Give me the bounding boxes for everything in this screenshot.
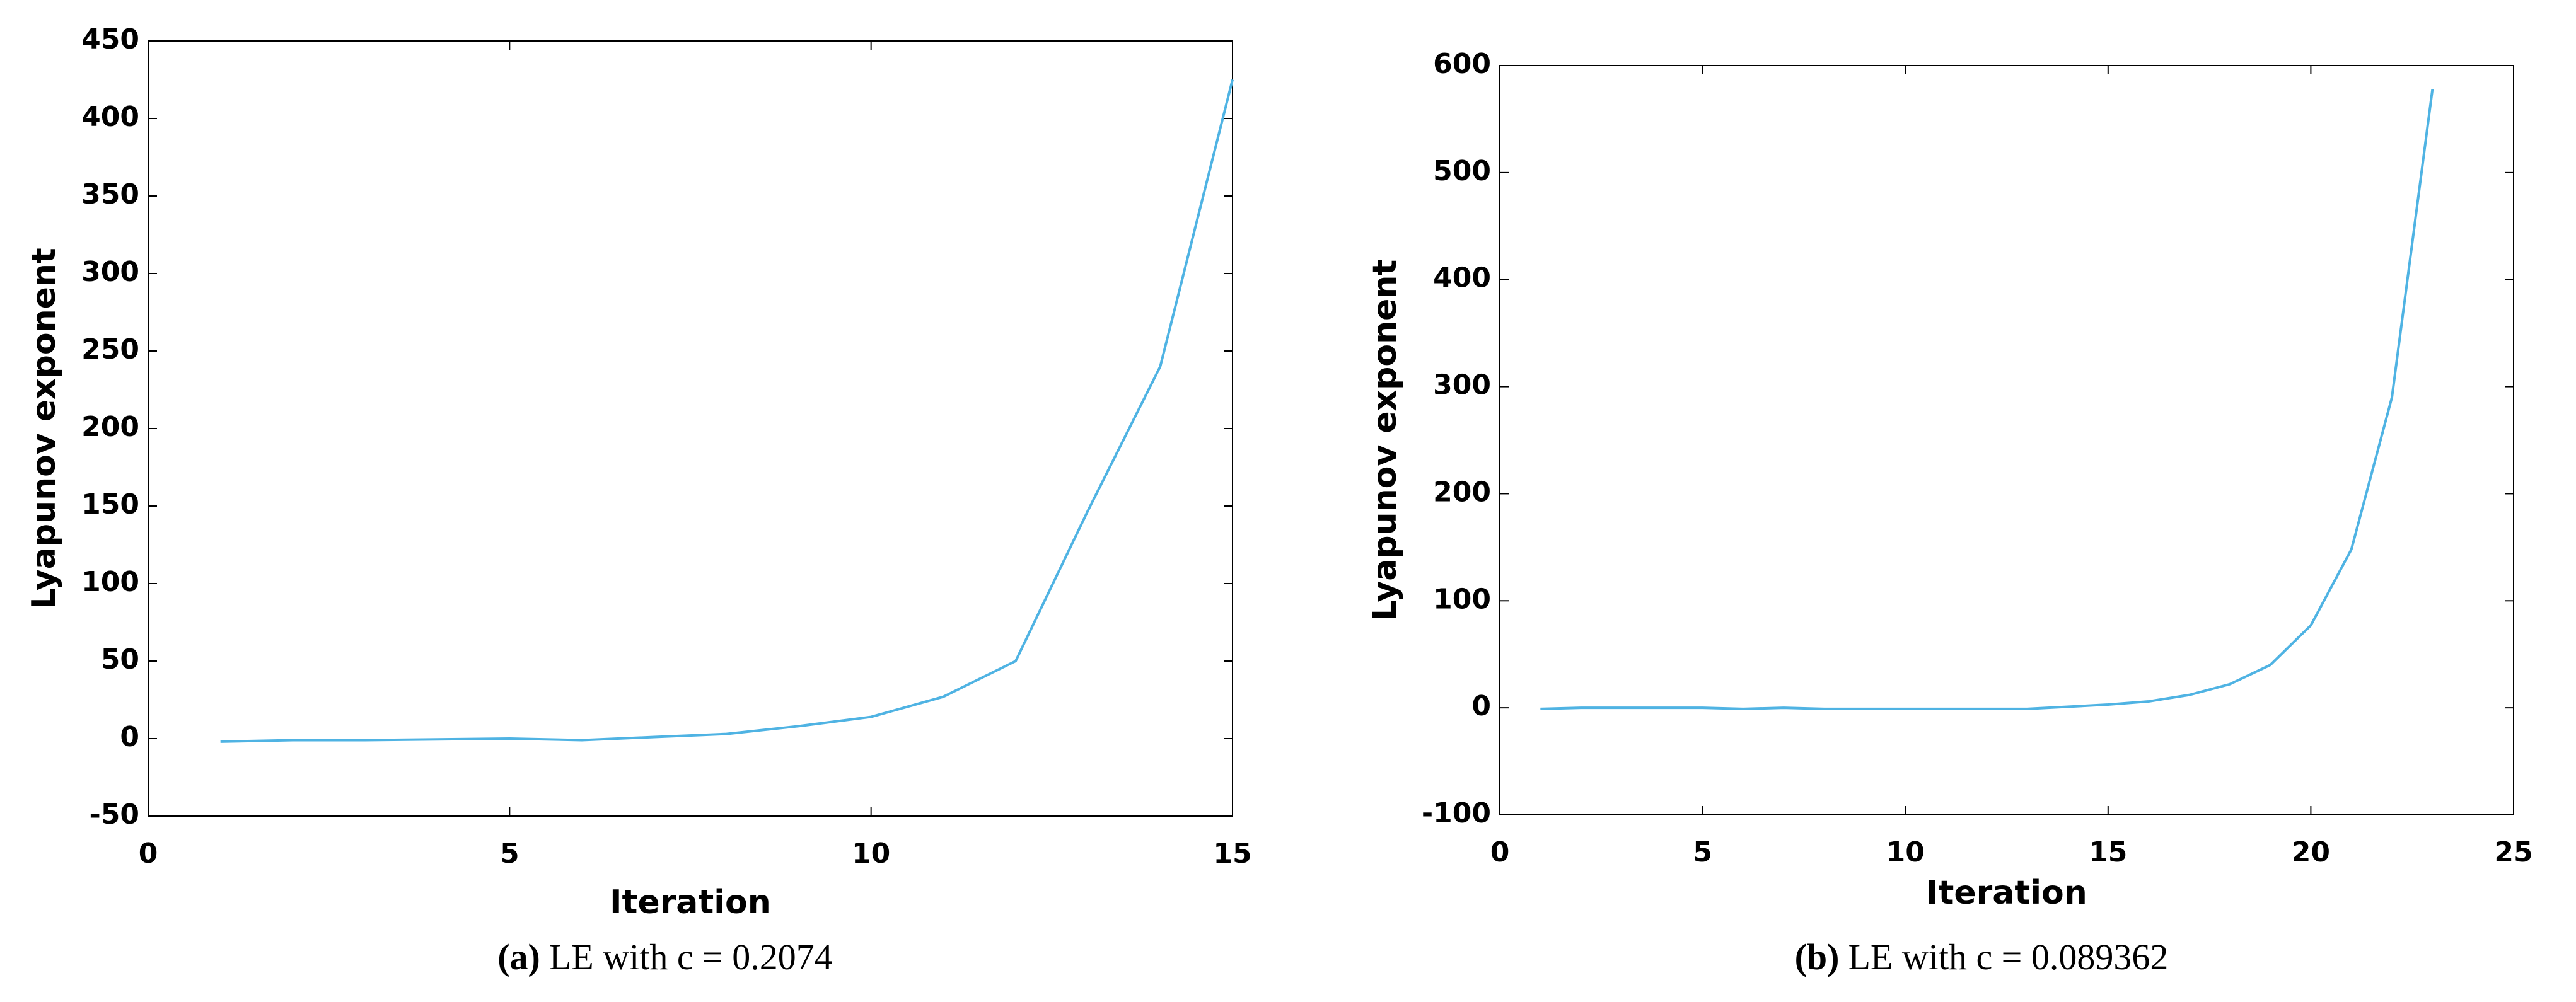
y-axis-label: Lyapunov exponent — [25, 248, 63, 609]
y-axis-label: Lyapunov exponent — [1366, 260, 1404, 621]
y-tick-label: 350 — [81, 178, 139, 210]
caption-text: LE with c = 0.089362 — [1848, 936, 2168, 977]
y-tick-label: 100 — [81, 566, 139, 598]
x-tick-label: 20 — [2292, 836, 2330, 868]
y-tick-label: 600 — [1433, 48, 1491, 80]
x-tick-label: 25 — [2494, 836, 2532, 868]
y-tick-label: 400 — [81, 101, 139, 133]
y-tick-label: 500 — [1433, 155, 1491, 187]
y-tick-label: 300 — [81, 256, 139, 288]
x-axis-label: Iteration — [610, 884, 771, 921]
y-tick-label: 150 — [81, 488, 139, 521]
plot-frame — [1499, 65, 2514, 815]
caption-label: (b) — [1795, 936, 1840, 977]
y-tick-label: 200 — [81, 411, 139, 443]
caption: (a) LE with c = 0.2074 — [497, 936, 833, 977]
y-tick-label: 50 — [101, 643, 139, 676]
y-tick-label: -100 — [1422, 797, 1491, 829]
y-tick-label: 0 — [1471, 690, 1491, 722]
plot-frame — [148, 40, 1233, 817]
y-tick-label: 400 — [1433, 262, 1491, 294]
y-tick-label: 300 — [1433, 369, 1491, 401]
y-tick-label: 0 — [120, 721, 139, 753]
y-tick-label: 450 — [81, 23, 139, 55]
x-tick-label: 15 — [1213, 838, 1251, 870]
x-tick-label: 10 — [852, 838, 890, 870]
x-tick-label: 10 — [1886, 836, 1925, 868]
x-tick-label: 5 — [1693, 836, 1712, 868]
y-tick-label: 100 — [1433, 583, 1491, 615]
line — [1540, 89, 2434, 710]
x-axis-label: Iteration — [1926, 874, 2087, 912]
x-tick-label: 5 — [500, 838, 519, 870]
line — [220, 79, 1234, 743]
x-tick-label: 15 — [2089, 836, 2127, 868]
y-tick-label: 250 — [81, 333, 139, 366]
caption-text: LE with c = 0.2074 — [549, 936, 833, 977]
y-tick-label: -50 — [90, 798, 140, 831]
caption: (b) LE with c = 0.089362 — [1795, 936, 2169, 977]
y-tick-label: 200 — [1433, 476, 1491, 508]
x-tick-label: 0 — [139, 838, 158, 870]
x-tick-label: 0 — [1490, 836, 1510, 868]
caption-label: (a) — [497, 936, 540, 977]
